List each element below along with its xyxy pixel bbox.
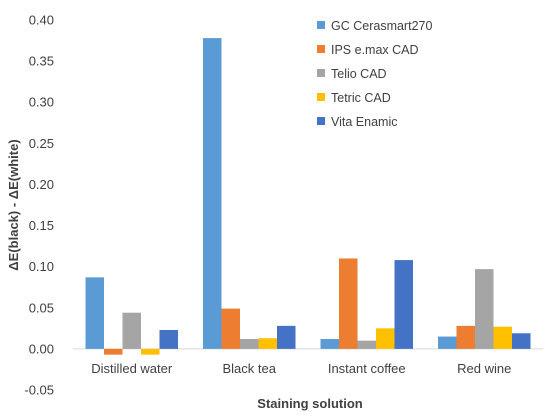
y-tick-label: 0.30 — [29, 95, 54, 110]
legend-label: Vita Enamic — [331, 115, 397, 129]
y-tick-label: 0.25 — [29, 136, 54, 151]
legend-label: GC Cerasmart270 — [331, 19, 432, 33]
x-category-label: Red wine — [457, 361, 511, 376]
legend-label: Tetric CAD — [331, 91, 391, 105]
y-tick-label: -0.05 — [24, 383, 54, 398]
bar-tetric-cad-instant-coffee — [376, 328, 395, 349]
bar-ips-e-max-cad-black-tea — [221, 308, 240, 349]
legend-swatch — [317, 69, 325, 77]
bar-vita-enamic-instant-coffee — [394, 260, 413, 349]
bar-telio-cad-instant-coffee — [357, 340, 376, 349]
bar-ips-e-max-cad-distilled-water — [104, 348, 123, 355]
bar-tetric-cad-black-tea — [258, 338, 277, 349]
bar-telio-cad-distilled-water — [122, 312, 141, 349]
bar-gc-cerasmart270-black-tea — [203, 38, 222, 349]
bar-vita-enamic-distilled-water — [159, 329, 178, 349]
bar-tetric-cad-distilled-water — [141, 348, 160, 355]
y-tick-label: 0.05 — [29, 300, 54, 315]
y-axis-title: ΔE(black) - ΔE(white) — [6, 139, 21, 270]
bar-telio-cad-black-tea — [240, 339, 259, 349]
legend-swatch — [317, 45, 325, 53]
x-axis-category-labels: Distilled water Black tea Instant coffee Re… — [91, 361, 511, 376]
bar-vita-enamic-black-tea — [277, 325, 296, 349]
y-tick-label: 0.00 — [29, 341, 54, 356]
x-category-label: Instant coffee — [328, 361, 406, 376]
y-tick-label: 0.35 — [29, 54, 54, 69]
bar-vita-enamic-red-wine — [512, 333, 531, 349]
legend-swatch — [317, 21, 325, 29]
y-tick-label: 0.20 — [29, 177, 54, 192]
bar-ips-e-max-cad-instant-coffee — [339, 258, 358, 349]
bar-gc-cerasmart270-distilled-water — [85, 277, 104, 349]
bar-gc-cerasmart270-instant-coffee — [320, 339, 339, 349]
y-tick-label: 0.10 — [29, 259, 54, 274]
y-axis-ticks: -0.05 0.00 0.05 0.10 0.15 0.20 0.25 0.30 0.35 0.4… — [24, 13, 54, 398]
legend-swatch — [317, 117, 325, 125]
legend: GC Cerasmart270 IPS e.max CAD Telio CAD Tet… — [317, 19, 432, 129]
legend-label: IPS e.max CAD — [331, 43, 419, 57]
bar-gc-cerasmart270-red-wine — [438, 336, 457, 349]
x-axis-title: Staining solution — [257, 396, 362, 411]
bar-tetric-cad-red-wine — [493, 326, 512, 349]
bar-telio-cad-red-wine — [475, 269, 494, 349]
legend-label: Telio CAD — [331, 67, 387, 81]
legend-swatch — [317, 93, 325, 101]
y-tick-label: 0.40 — [29, 13, 54, 28]
y-tick-label: 0.15 — [29, 218, 54, 233]
x-category-label: Distilled water — [91, 361, 173, 376]
bar-ips-e-max-cad-red-wine — [456, 325, 475, 349]
bars — [85, 38, 531, 355]
x-category-label: Black tea — [223, 361, 277, 376]
